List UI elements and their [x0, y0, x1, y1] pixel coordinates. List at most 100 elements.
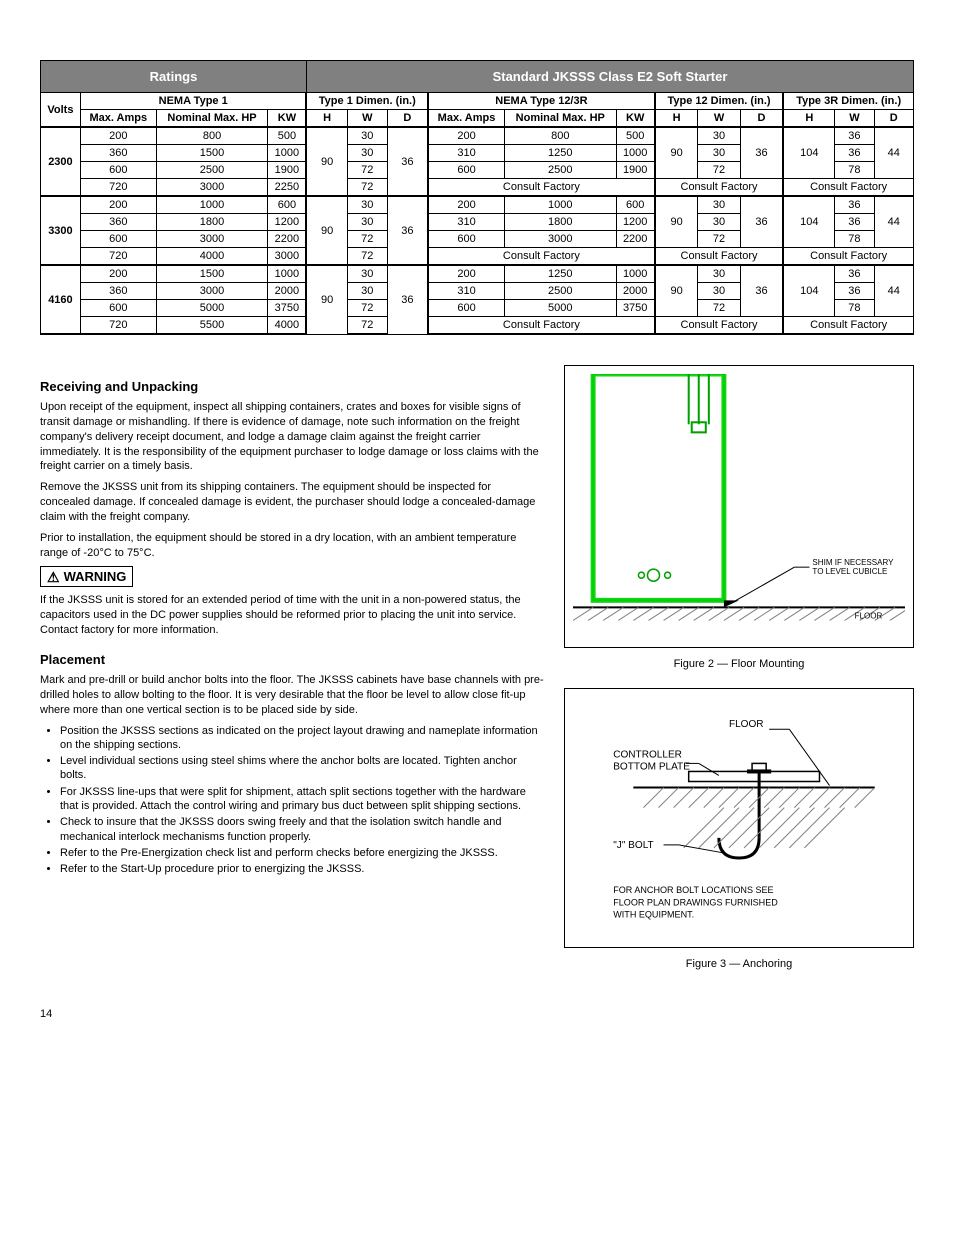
- col-hp: Nominal Max. HP: [156, 110, 268, 128]
- svg-text:FLOOR PLAN DRAWINGS FURNISHED: FLOOR PLAN DRAWINGS FURNISHED: [613, 897, 778, 907]
- placement-p1: Mark and pre-drill or build anchor bolts…: [40, 673, 544, 718]
- cell: 30: [698, 283, 740, 300]
- cell: 310: [428, 145, 504, 162]
- cell: 36: [835, 196, 874, 214]
- col-amps2: Max. Amps: [428, 110, 504, 128]
- cell: 200: [428, 127, 504, 145]
- cell: 200: [80, 265, 156, 283]
- list-item: Level individual sections using steel sh…: [60, 754, 544, 783]
- cell: 72: [347, 317, 387, 335]
- cell: 44: [874, 127, 913, 179]
- cell: 5000: [156, 300, 268, 317]
- receiving-p3: Prior to installation, the equipment sho…: [40, 531, 544, 561]
- cell: 78: [835, 300, 874, 317]
- cell: 90: [306, 127, 347, 196]
- cell: 72: [347, 231, 387, 248]
- cell: 30: [698, 265, 740, 283]
- cell: 36: [740, 196, 783, 248]
- cell: 30: [347, 214, 387, 231]
- cell: 72: [698, 162, 740, 179]
- subhdr-t3rdim: Type 3R Dimen. (in.): [783, 93, 913, 110]
- cell: 1800: [156, 214, 268, 231]
- cell: 2200: [268, 231, 307, 248]
- cell: 600: [268, 196, 307, 214]
- cell: 36: [835, 214, 874, 231]
- cell: 90: [306, 265, 347, 334]
- cell: 500: [616, 127, 655, 145]
- cell: Consult Factory: [655, 317, 784, 335]
- svg-text:FOR ANCHOR BOLT LOCATIONS SEE: FOR ANCHOR BOLT LOCATIONS SEE: [613, 885, 773, 895]
- cell: 36: [835, 145, 874, 162]
- cell: 1000: [268, 145, 307, 162]
- cell: 36: [387, 265, 428, 334]
- col-kw2: KW: [616, 110, 655, 128]
- cell: 200: [80, 127, 156, 145]
- col-h3r: H: [783, 110, 834, 128]
- cell: 104: [783, 127, 834, 179]
- cell: 3000: [156, 283, 268, 300]
- cell: 4160: [41, 265, 81, 334]
- cell: 90: [655, 127, 698, 179]
- subhdr-t1dim: Type 1 Dimen. (in.): [306, 93, 428, 110]
- right-column: SHIM IF NECESSARY TO LEVEL CUBICLE FLOOR…: [564, 365, 914, 988]
- col-d12: D: [740, 110, 783, 128]
- placement-list: Position the JKSSS sections as indicated…: [40, 724, 544, 877]
- cell: 36: [835, 265, 874, 283]
- receiving-title: Receiving and Unpacking: [40, 379, 544, 394]
- cell: 36: [387, 196, 428, 265]
- cell: 310: [428, 214, 504, 231]
- cell: 72: [347, 248, 387, 266]
- cell: 78: [835, 162, 874, 179]
- cell: 800: [504, 127, 616, 145]
- cell: 200: [80, 196, 156, 214]
- cell: 1500: [156, 265, 268, 283]
- cell: 4000: [268, 317, 307, 335]
- col-h: H: [306, 110, 347, 128]
- cell: Consult Factory: [783, 179, 913, 197]
- cell: 2250: [268, 179, 307, 197]
- cell: 104: [783, 265, 834, 317]
- figure-2: SHIM IF NECESSARY TO LEVEL CUBICLE FLOOR: [564, 365, 914, 648]
- cell: 1000: [268, 265, 307, 283]
- col-w12: W: [698, 110, 740, 128]
- cell: 104: [783, 196, 834, 248]
- cell: 2000: [616, 283, 655, 300]
- table-header-starter: Standard JKSSS Class E2 Soft Starter: [306, 61, 913, 93]
- cell: 36: [740, 265, 783, 317]
- cell: 30: [347, 265, 387, 283]
- cell: 1000: [156, 196, 268, 214]
- receiving-p1: Upon receipt of the equipment, inspect a…: [40, 400, 544, 474]
- warning-icon: ⚠: [47, 570, 60, 584]
- cell: 44: [874, 196, 913, 248]
- cell: 600: [616, 196, 655, 214]
- cell: 90: [655, 265, 698, 317]
- cell: 360: [80, 145, 156, 162]
- cell: Consult Factory: [655, 179, 784, 197]
- cell: 1500: [156, 145, 268, 162]
- cell: 4000: [156, 248, 268, 266]
- cell: 44: [874, 265, 913, 317]
- cell: Consult Factory: [428, 248, 655, 266]
- fig3-floor-label: FLOOR: [729, 719, 764, 730]
- cell: 72: [698, 231, 740, 248]
- cell: 3750: [616, 300, 655, 317]
- cell: 30: [698, 127, 740, 145]
- svg-text:TO LEVEL CUBICLE: TO LEVEL CUBICLE: [812, 567, 888, 576]
- warning-label: WARNING: [64, 569, 127, 584]
- cell: 600: [428, 162, 504, 179]
- cell: 30: [347, 283, 387, 300]
- cell: 3000: [156, 231, 268, 248]
- cell: 600: [80, 162, 156, 179]
- cell: 720: [80, 179, 156, 197]
- svg-text:WITH EQUIPMENT.: WITH EQUIPMENT.: [613, 909, 694, 919]
- cell: 360: [80, 283, 156, 300]
- cell: Consult Factory: [428, 317, 655, 335]
- warning-text: If the JKSSS unit is stored for an exten…: [40, 593, 544, 638]
- cell: 3300: [41, 196, 81, 265]
- col-d: D: [387, 110, 428, 128]
- cell: 78: [835, 231, 874, 248]
- cell: 600: [80, 231, 156, 248]
- cell: 36: [387, 127, 428, 196]
- figure-3: FLOOR CONTROLLER BOTTOM PLATE "J" BOLT F…: [564, 688, 914, 948]
- cell: 3000: [268, 248, 307, 266]
